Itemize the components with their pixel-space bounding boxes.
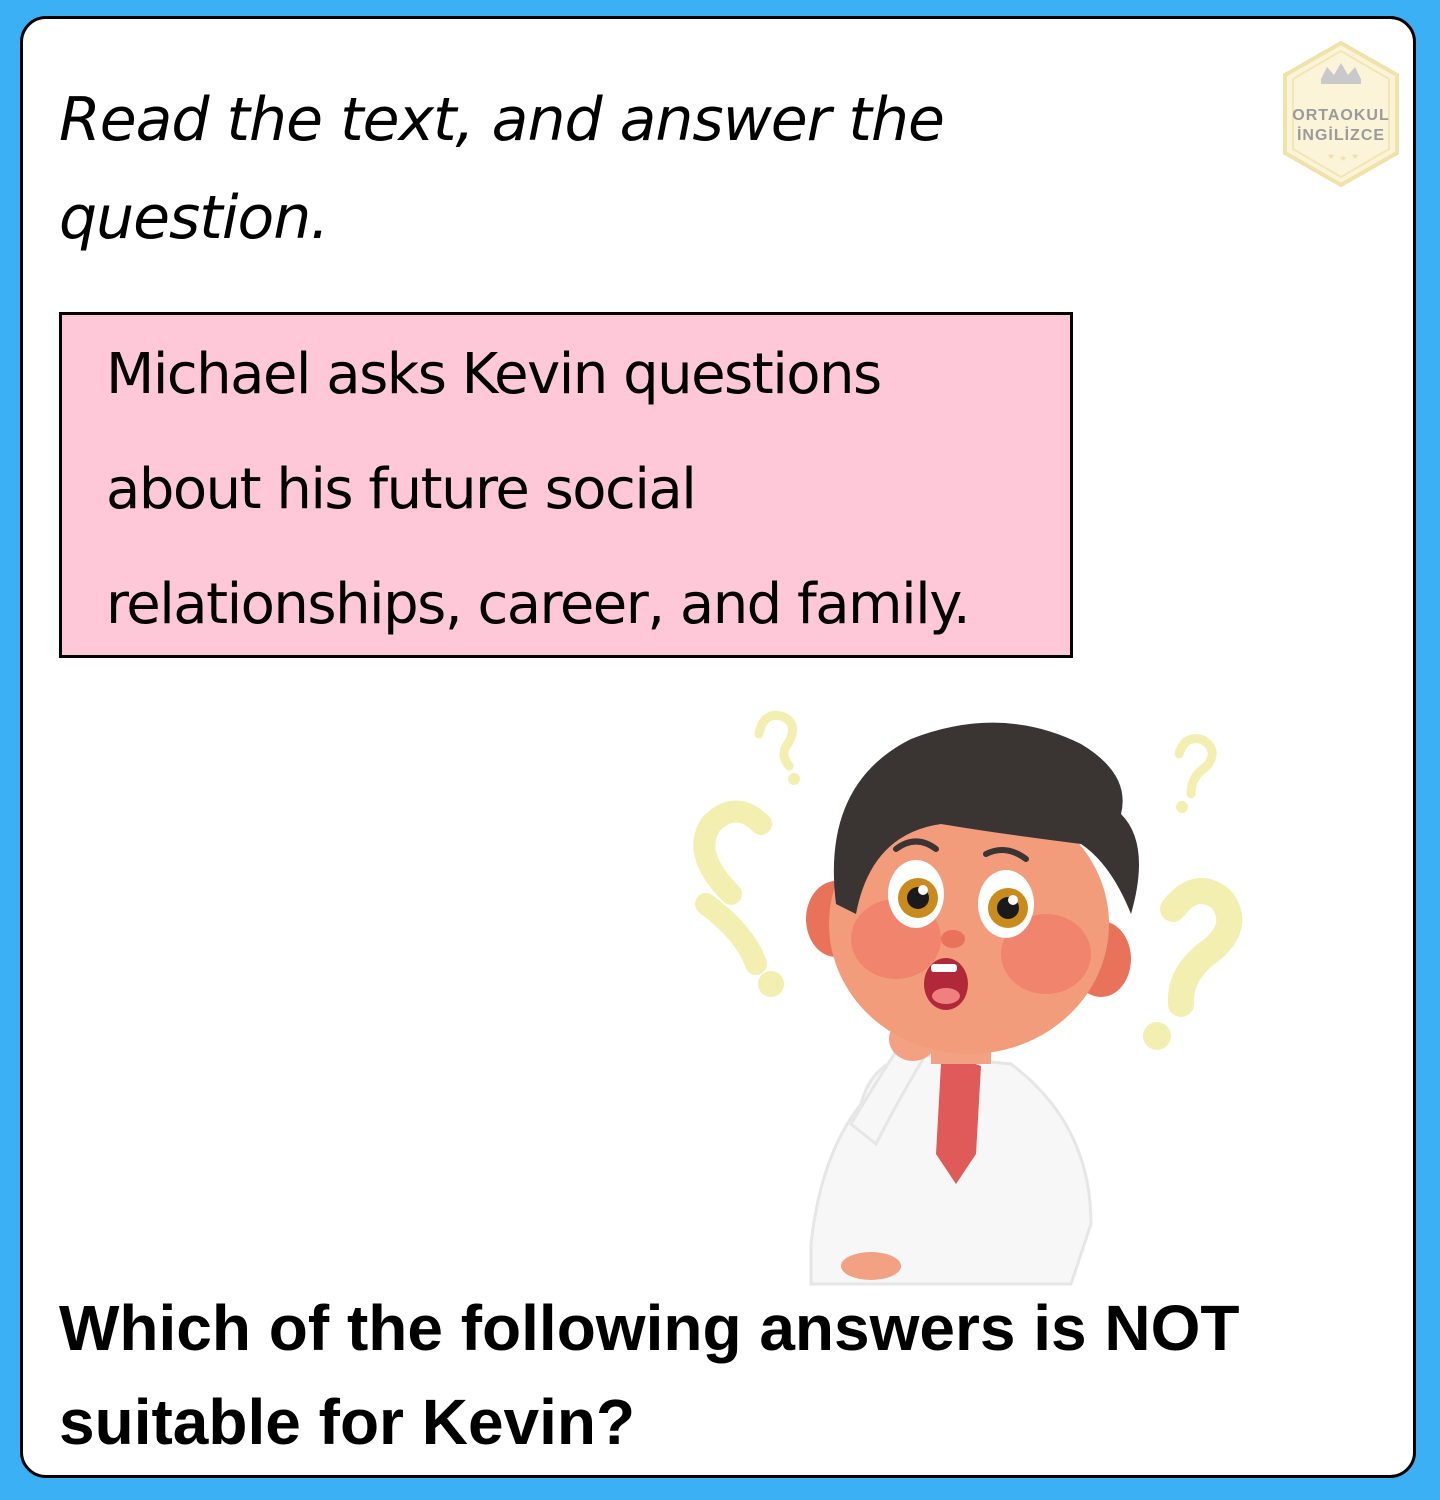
passage-line-2: about his future social [106, 457, 697, 522]
question-mark-icon [693, 800, 772, 975]
logo-line1: ORTAOKUL [1292, 107, 1390, 124]
logo-badge-icon [1283, 40, 1399, 188]
logo-line2: İNGİLİZCE [1296, 127, 1386, 144]
passage-line-3: relationships, career, and family. [106, 572, 971, 637]
passage-line-1: Michael asks Kevin questions [106, 342, 882, 407]
question-card: Read the text, and answer the question. … [20, 16, 1416, 1478]
thinking-boy-illustration [693, 710, 1243, 1286]
ortaokul-ingilizce-logo: ORTAOKUL İNGİLİZCE [1279, 39, 1403, 189]
instruction-text: Read the text, and answer the question. [59, 85, 945, 253]
question-text: Which of the following answers is NOT su… [59, 1292, 1240, 1458]
passage-box: Michael asks Kevin questions about his f… [59, 312, 1073, 658]
